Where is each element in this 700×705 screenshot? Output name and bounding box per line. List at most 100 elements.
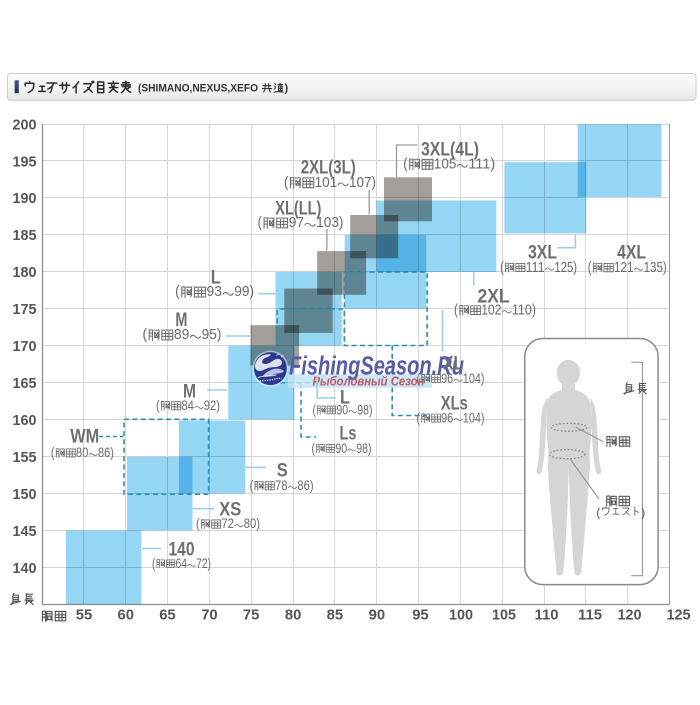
svg-text:80): 80) <box>244 516 260 531</box>
svg-text:(: ( <box>284 174 288 191</box>
svg-text:(: ( <box>500 260 504 276</box>
svg-text:(: ( <box>258 214 262 231</box>
svg-text:65: 65 <box>159 606 176 623</box>
svg-text:105: 105 <box>492 606 516 623</box>
svg-text:(: ( <box>250 478 254 493</box>
svg-text:98): 98) <box>357 402 372 417</box>
svg-text:110: 110 <box>535 606 559 623</box>
svg-text:195: 195 <box>13 153 37 170</box>
svg-text:89: 89 <box>174 326 190 343</box>
svg-text:4XL: 4XL <box>617 242 646 264</box>
svg-text:84: 84 <box>181 398 194 413</box>
svg-text:WM: WM <box>70 425 99 447</box>
svg-text:93: 93 <box>207 283 223 300</box>
svg-text:(: ( <box>417 371 421 386</box>
svg-text:(: ( <box>588 260 592 276</box>
svg-text:92): 92) <box>204 398 220 413</box>
svg-text:140: 140 <box>13 560 37 577</box>
svg-text:XL: XL <box>443 353 463 375</box>
svg-text:2XL(3L): 2XL(3L) <box>301 157 356 179</box>
svg-text:150: 150 <box>13 486 37 503</box>
svg-text:107): 107) <box>349 174 376 191</box>
svg-text:95: 95 <box>412 606 429 623</box>
svg-text:103): 103) <box>316 214 343 231</box>
svg-text:95): 95) <box>202 326 222 343</box>
svg-text:104): 104) <box>463 371 485 386</box>
svg-text:(: ( <box>403 155 407 172</box>
svg-text:75: 75 <box>243 606 260 623</box>
svg-text:180: 180 <box>13 264 37 281</box>
svg-text:111: 111 <box>526 260 545 276</box>
svg-text:200: 200 <box>13 116 37 133</box>
svg-text:70: 70 <box>201 606 218 623</box>
svg-text:L: L <box>211 267 221 289</box>
svg-text:M: M <box>175 309 187 331</box>
svg-text:(: ( <box>51 445 55 460</box>
svg-text:90: 90 <box>369 606 386 623</box>
svg-text:(: ( <box>152 556 156 571</box>
svg-text:155: 155 <box>13 449 37 466</box>
svg-text:165: 165 <box>13 375 37 392</box>
svg-text:90: 90 <box>335 441 347 456</box>
svg-text:M: M <box>183 381 196 403</box>
svg-text:101: 101 <box>315 174 338 191</box>
svg-text:64: 64 <box>176 556 188 571</box>
svg-text:121: 121 <box>614 260 634 276</box>
svg-text:105: 105 <box>434 155 457 172</box>
svg-text:98): 98) <box>356 441 371 456</box>
svg-text:(: ( <box>454 303 458 319</box>
svg-text:(SHIMANO,NEXUS,XEFO: (SHIMANO,NEXUS,XEFO <box>138 83 258 95</box>
svg-text:140: 140 <box>169 539 195 561</box>
svg-text:96: 96 <box>441 410 453 425</box>
svg-text:XL(LL): XL(LL) <box>275 198 321 220</box>
svg-text:3XL: 3XL <box>528 242 557 264</box>
svg-text:78: 78 <box>275 478 288 493</box>
svg-text:104): 104) <box>463 410 485 425</box>
svg-text:102: 102 <box>481 303 501 319</box>
svg-text:Рыболовный Сезон: Рыболовный Сезон <box>313 374 425 388</box>
svg-text:(: ( <box>175 283 180 300</box>
svg-text:(: ( <box>312 441 316 456</box>
svg-text:(: ( <box>596 505 600 519</box>
svg-text:55: 55 <box>76 606 93 623</box>
svg-text:96: 96 <box>441 371 453 386</box>
svg-text:97: 97 <box>289 214 304 231</box>
svg-text:(: ( <box>143 326 148 343</box>
svg-text:L: L <box>340 387 350 409</box>
svg-text:72): 72) <box>196 556 211 571</box>
svg-text:60: 60 <box>118 606 135 623</box>
svg-text:125: 125 <box>667 606 691 623</box>
svg-text:86): 86) <box>297 478 313 493</box>
svg-text:(: ( <box>156 398 160 413</box>
svg-text:85: 85 <box>327 606 344 623</box>
svg-text:90: 90 <box>336 402 348 417</box>
svg-text:72: 72 <box>221 516 234 531</box>
svg-text:99): 99) <box>234 283 254 300</box>
svg-text:80: 80 <box>76 445 88 460</box>
svg-text:110): 110) <box>512 303 536 319</box>
svg-text:S: S <box>277 460 288 482</box>
svg-text:170: 170 <box>13 338 37 355</box>
svg-text:135): 135) <box>644 260 667 276</box>
svg-text:111): 111) <box>468 155 495 172</box>
svg-text:): ) <box>285 83 289 95</box>
svg-text:185: 185 <box>13 227 37 244</box>
svg-text:): ) <box>641 505 645 519</box>
svg-text:3XL(4L): 3XL(4L) <box>421 139 479 161</box>
svg-text:Ls: Ls <box>340 423 357 445</box>
svg-text:190: 190 <box>13 190 37 207</box>
svg-text:100: 100 <box>449 606 473 623</box>
svg-text:(: ( <box>196 516 200 531</box>
svg-text:80: 80 <box>285 606 302 623</box>
svg-text:(: ( <box>417 410 421 425</box>
svg-text:2XL: 2XL <box>478 286 510 308</box>
svg-text:125): 125) <box>554 260 577 276</box>
svg-text:120: 120 <box>618 606 642 623</box>
svg-text:115: 115 <box>578 606 602 623</box>
svg-text:145: 145 <box>13 523 37 540</box>
svg-text:175: 175 <box>13 301 37 318</box>
svg-text:160: 160 <box>13 412 37 429</box>
svg-text:XLs: XLs <box>441 393 468 415</box>
svg-text:(: ( <box>313 402 317 417</box>
svg-text:86): 86) <box>98 445 114 460</box>
